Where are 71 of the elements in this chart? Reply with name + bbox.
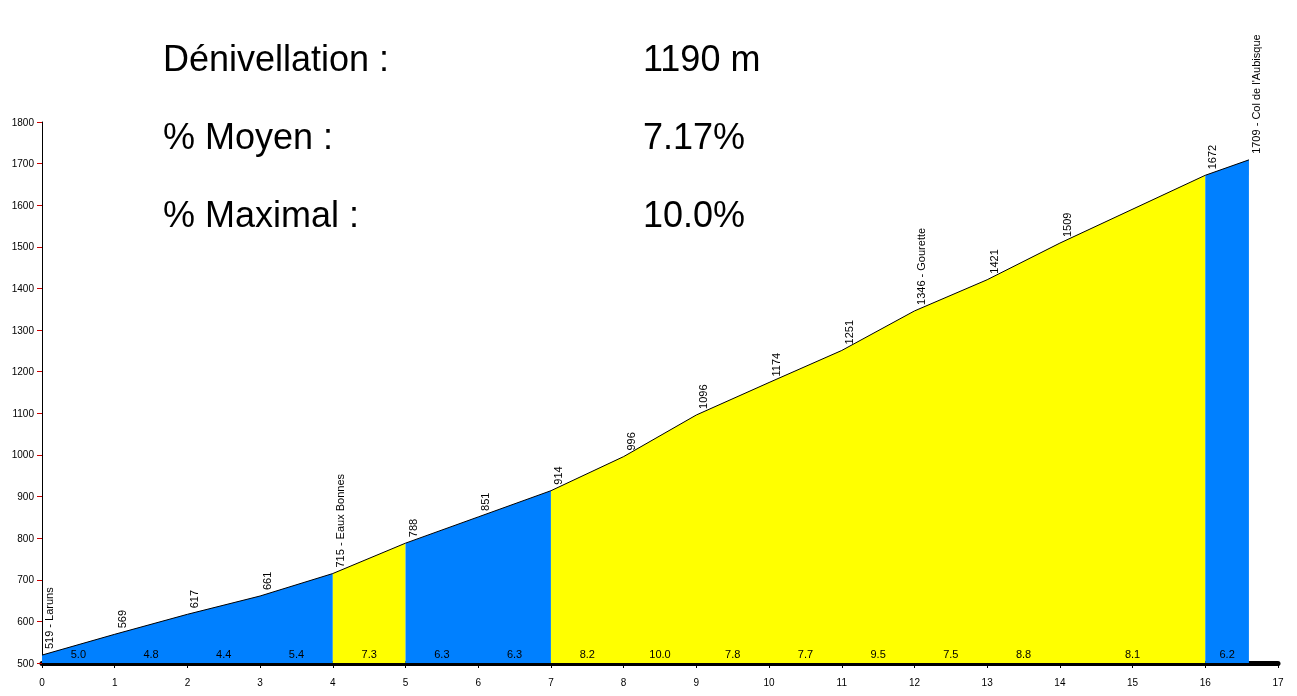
x-tick-label: 13 (981, 676, 994, 688)
x-tick-label: 8 (620, 676, 627, 688)
x-tick-label: 6 (475, 676, 482, 688)
y-tick-label: 1400 (11, 282, 35, 294)
x-tick-label: 2 (184, 676, 191, 688)
data-label: 1096 (697, 384, 710, 409)
data-label: 519 - Laruns (43, 586, 55, 650)
data-label: 1709 - Col de l'Aubisque (1249, 34, 1262, 154)
annotation: 8.8 (1015, 647, 1032, 660)
annotation: 10.0% (643, 193, 746, 235)
y-tick-label: 1600 (11, 199, 35, 211)
annotation: 5.4 (288, 647, 305, 660)
data-label: 788 (406, 518, 419, 538)
y-tick-label: 600 (17, 615, 35, 627)
data-label: 1421 (988, 249, 1001, 274)
x-tick-label: 12 (908, 676, 921, 688)
data-label: 996 (624, 432, 637, 451)
y-tick-label: 900 (17, 491, 35, 503)
x-tick-label: 17 (1272, 676, 1284, 688)
annotation: % Maximal : (163, 193, 360, 235)
y-tick-label: 800 (17, 532, 35, 544)
annotation: 6.2 (1219, 647, 1235, 660)
annotation: 6.3 (434, 647, 450, 660)
y-tick-label: 500 (17, 657, 35, 669)
y-tick-label: 1800 (11, 116, 35, 128)
data-label: 715 - Eaux Bonnes (333, 473, 346, 568)
annotation: 8.1 (1124, 647, 1141, 660)
x-tick-label: 15 (1127, 676, 1139, 688)
x-tick-label: 14 (1054, 676, 1066, 688)
annotation: 7.3 (361, 647, 377, 660)
x-tick-label: 4 (330, 676, 337, 688)
y-tick-label: 1200 (11, 366, 35, 378)
annotation: 7.17% (643, 115, 746, 157)
annotation: 5.0 (70, 647, 86, 660)
data-label: 569 (115, 609, 128, 629)
y-tick-label: 1500 (11, 241, 35, 253)
data-label: 617 (188, 589, 201, 609)
x-tick-label: 3 (257, 676, 264, 688)
annotation: 8.2 (579, 647, 595, 660)
x-tick-label: 11 (836, 676, 848, 688)
x-tick-label: 1 (111, 676, 118, 688)
y-tick-label: 1000 (11, 449, 35, 461)
y-tick-label: 1300 (11, 324, 35, 336)
x-tick-label: 7 (548, 676, 555, 688)
y-tick-label: 700 (17, 574, 35, 586)
data-label: 661 (261, 571, 274, 590)
x-tick-label: 16 (1199, 676, 1212, 688)
data-label: 1672 (1206, 144, 1219, 170)
data-label: 1174 (770, 352, 783, 377)
annotation: 9.5 (870, 647, 886, 660)
data-label: 1346 - Gourette (915, 227, 928, 305)
x-tick-label: 5 (402, 676, 409, 688)
data-label: 1251 (842, 319, 855, 345)
text: 1190 m (643, 37, 761, 79)
annotation: 6.3 (506, 647, 523, 660)
y-tick-label: 1100 (12, 407, 35, 419)
annotation: 10.0 (649, 647, 671, 660)
x-tick-label: 10 (763, 676, 776, 688)
y-tick-label: 1700 (11, 158, 35, 170)
data-label: 1509 (1060, 212, 1073, 238)
annotation: % Moyen : (163, 115, 334, 157)
annotation: 4.8 (143, 647, 159, 660)
text: Dénivellation : (163, 37, 390, 79)
annotation: 7.7 (797, 647, 814, 660)
annotation: 7.8 (725, 647, 741, 660)
data-label: 914 (551, 466, 564, 485)
annotation: 7.5 (943, 647, 959, 660)
annotation: 4.4 (216, 647, 232, 660)
data-label: 851 (479, 492, 492, 511)
x-tick-label: 0 (39, 676, 46, 688)
x-tick-label: 9 (693, 676, 700, 688)
